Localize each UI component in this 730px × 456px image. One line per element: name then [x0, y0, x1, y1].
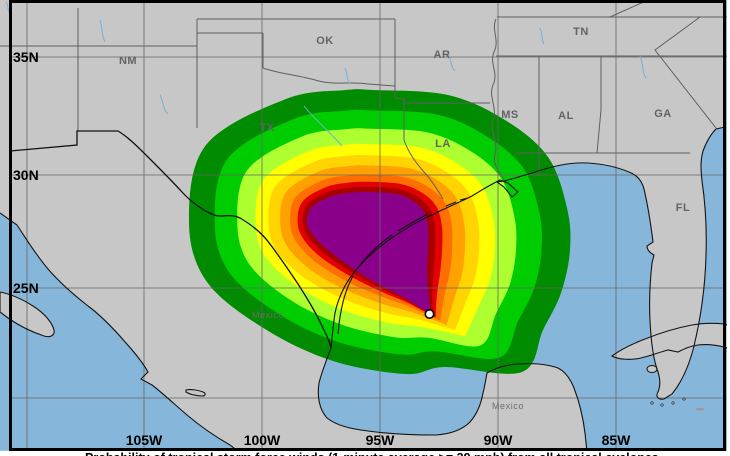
- caption-text: Probability of tropical storm force wind…: [85, 451, 659, 456]
- lon-label: 100W: [244, 432, 281, 448]
- island-shape: [696, 408, 704, 411]
- island-shape: [647, 365, 657, 373]
- rivers: [5, 1, 647, 147]
- storm-center-dot: [424, 308, 435, 319]
- state-label: AR: [434, 49, 451, 61]
- probability-band: [306, 191, 431, 315]
- lat-label: 25N: [13, 280, 39, 296]
- florida-keys-islet: [660, 403, 664, 407]
- state-borders: [0, 0, 728, 200]
- country-label: Mexico: [492, 401, 524, 411]
- lon-label: 85W: [602, 432, 632, 448]
- state-label: LA: [435, 138, 451, 150]
- land-shape: [612, 323, 730, 360]
- state-label: GA: [654, 108, 672, 120]
- country-label: Mexico: [252, 310, 284, 320]
- lon-label: 95W: [366, 432, 396, 448]
- florida-keys-islet: [682, 397, 686, 401]
- international-border: [9, 130, 332, 349]
- state-label: TN: [573, 26, 589, 38]
- lat-label: 35N: [13, 49, 39, 65]
- coastline: [646, 365, 658, 373]
- florida-keys-islet: [650, 401, 654, 405]
- map-labels: 35N 30N 25N 105W 100W 95W 90W 85W NM OK AR TN MS AL GA…: [13, 26, 690, 448]
- lat-label: 30N: [13, 167, 39, 183]
- lon-label: 90W: [484, 432, 514, 448]
- right-margin: [727, 0, 730, 456]
- lon-label: 105W: [126, 432, 163, 448]
- state-label: MS: [501, 109, 519, 121]
- coastline: [0, 291, 55, 338]
- coastline: [185, 389, 206, 397]
- bottom-margin: [0, 450, 730, 456]
- map-frame: [9, 0, 726, 451]
- grid-lines: [10, 1, 725, 450]
- florida-keys-islet: [671, 401, 675, 405]
- state-label: TX: [259, 122, 274, 134]
- coastline: [610, 322, 730, 360]
- barrier-islands: [337, 197, 469, 335]
- state-label: FL: [676, 202, 690, 214]
- state-label: NM: [119, 55, 137, 67]
- state-label: OK: [316, 35, 334, 47]
- state-label: AL: [558, 110, 574, 122]
